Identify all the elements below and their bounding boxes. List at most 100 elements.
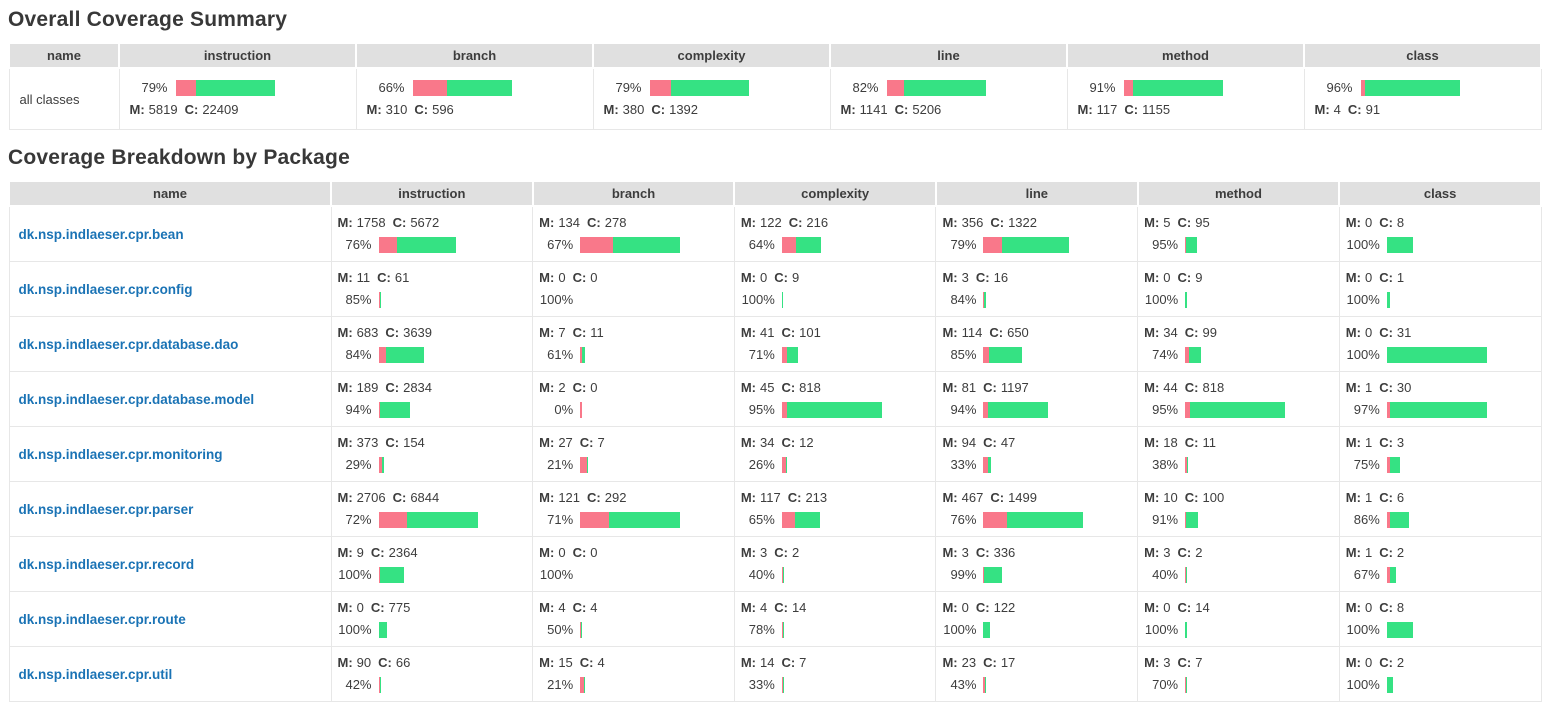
coverage-bar-row: 33% (942, 455, 1131, 475)
missed-label: M: (337, 545, 353, 560)
package-row: dk.nsp.indlaeser.cpr.util M: 90 C: 66 42% M: 15… (8, 646, 1542, 702)
covered-count: 100 (1202, 490, 1225, 505)
class-cell: M: 0 C: 31 100% (1338, 316, 1542, 372)
package-link[interactable]: dk.nsp.indlaeser.cpr.config (18, 281, 193, 297)
package-link[interactable]: dk.nsp.indlaeser.cpr.database.dao (18, 336, 239, 352)
coverage-bar (378, 457, 385, 473)
missed-count: 81 (961, 380, 977, 395)
missed-count: 0 (558, 545, 566, 560)
covered-count: 30 (1396, 380, 1412, 395)
missed-label: M: (740, 215, 756, 230)
covered-count: 16 (993, 270, 1009, 285)
covered-segment (670, 80, 750, 96)
coverage-bar-row: 67% (539, 235, 728, 255)
coverage-bar (1185, 677, 1188, 693)
package-link[interactable]: dk.nsp.indlaeser.cpr.route (18, 611, 186, 627)
coverage-percent: 91% (1152, 512, 1179, 527)
coverage-bar (378, 512, 479, 528)
coverage-bar (1386, 512, 1410, 528)
covered-count: 650 (1007, 325, 1029, 340)
missed-label: M: (1345, 655, 1361, 670)
covered-count: 14 (791, 600, 807, 615)
missed-covered-counts: M: 1 C: 6 (1346, 488, 1535, 508)
package-link[interactable]: dk.nsp.indlaeser.cpr.util (18, 666, 173, 682)
missed-count: 44 (1163, 380, 1178, 395)
coverage-percent: 26% (748, 457, 775, 472)
covered-label: C: (1124, 102, 1139, 117)
covered-count: 5206 (912, 102, 942, 117)
package-link[interactable]: dk.nsp.indlaeser.cpr.record (18, 556, 195, 572)
covered-segment (1390, 457, 1400, 473)
coverage-percent: 33% (950, 457, 977, 472)
covered-label: C: (572, 380, 587, 395)
column-header-instruction: instruction (330, 180, 534, 207)
missed-segment (1185, 402, 1191, 418)
coverage-bar-row: 71% (539, 510, 728, 530)
coverage-percent: 71% (748, 347, 775, 362)
coverage-bar (580, 347, 585, 363)
missed-label: M: (942, 490, 958, 505)
covered-segment (1132, 80, 1224, 96)
missed-covered-counts: M: 310 C: 596 (367, 100, 583, 120)
covered-count: 7 (799, 655, 807, 670)
missed-label: M: (603, 102, 619, 117)
coverage-percent: 40% (1152, 567, 1179, 582)
missed-label: M: (740, 655, 756, 670)
covered-label: C: (1184, 325, 1199, 340)
coverage-bar (983, 457, 991, 473)
covered-label: C: (385, 325, 400, 340)
missed-count: 0 (1364, 215, 1373, 230)
missed-segment (1386, 512, 1390, 528)
covered-count: 11 (590, 325, 604, 340)
missed-segment (781, 237, 796, 253)
missed-segment (781, 512, 796, 528)
missed-segment (378, 347, 386, 363)
missed-covered-counts: M: 134 C: 278 (539, 213, 728, 233)
missed-covered-counts: M: 5 C: 95 (1144, 213, 1333, 233)
missed-label: M: (337, 655, 353, 670)
missed-count: 18 (1163, 435, 1178, 450)
covered-label: C: (1379, 435, 1393, 450)
coverage-percent: 50% (547, 622, 574, 637)
package-link[interactable]: dk.nsp.indlaeser.cpr.parser (18, 501, 194, 517)
missed-segment (781, 567, 783, 583)
class-cell: M: 0 C: 8 100% (1338, 591, 1542, 647)
missed-label: M: (1144, 600, 1160, 615)
class-cell: M: 0 C: 8 100% (1338, 205, 1542, 262)
package-link[interactable]: dk.nsp.indlaeser.cpr.bean (18, 226, 184, 242)
missed-label: M: (740, 545, 756, 560)
covered-label: C: (989, 325, 1004, 340)
coverage-bar (983, 237, 1069, 253)
missed-count: 4 (759, 600, 768, 615)
coverage-bar-row: 76% (942, 510, 1131, 530)
missed-label: M: (366, 102, 382, 117)
coverage-bar (886, 80, 987, 96)
coverage-bar-row: 94% (338, 400, 527, 420)
missed-segment (412, 80, 447, 96)
missed-covered-counts: M: 0 C: 2 (1346, 653, 1535, 673)
summary-row-name-cell: all classes (8, 67, 120, 130)
covered-segment (984, 567, 1002, 583)
missed-covered-counts: M: 11 C: 61 (338, 268, 527, 288)
coverage-bar-row: 100% (741, 290, 930, 310)
missed-covered-counts: M: 0 C: 31 (1346, 323, 1535, 343)
coverage-bar (1386, 292, 1390, 308)
class-cell: M: 1 C: 2 67% (1338, 536, 1542, 592)
missed-covered-counts: M: 373 C: 154 (338, 433, 527, 453)
missed-covered-counts: M: 14 C: 7 (741, 653, 930, 673)
coverage-percent: 100% (539, 567, 574, 582)
coverage-percent: 100% (539, 292, 574, 307)
covered-segment (1186, 237, 1198, 253)
coverage-percent: 78% (748, 622, 775, 637)
missed-label: M: (337, 600, 353, 615)
package-link[interactable]: dk.nsp.indlaeser.cpr.monitoring (18, 446, 223, 462)
package-link[interactable]: dk.nsp.indlaeser.cpr.database.model (18, 391, 255, 407)
line-cell: M: 23 C: 17 43% (935, 646, 1139, 702)
coverage-bar (378, 567, 405, 583)
missed-covered-counts: M: 3 C: 7 (1144, 653, 1333, 673)
covered-label: C: (787, 490, 802, 505)
method-cell: M: 3 C: 7 70% (1137, 646, 1340, 702)
coverage-bar (1185, 237, 1198, 253)
line-cell: M: 467 C: 1499 76% (935, 481, 1139, 537)
covered-label: C: (1379, 325, 1393, 340)
